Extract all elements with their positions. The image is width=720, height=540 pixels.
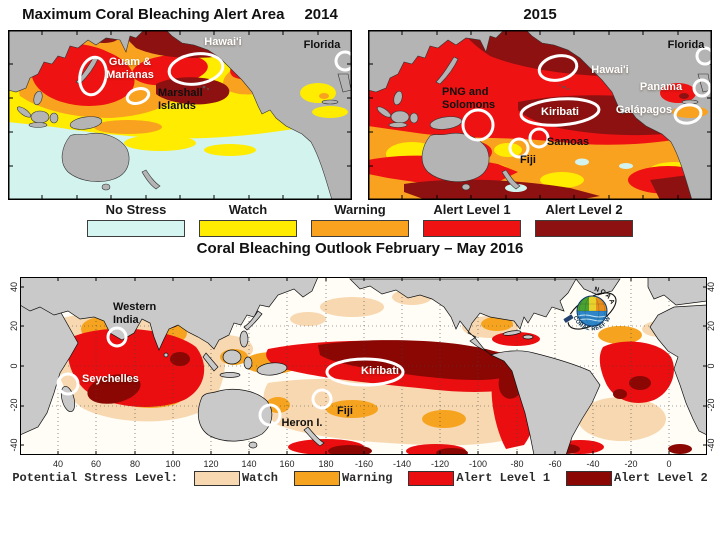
annotation-circle-panama xyxy=(692,78,712,98)
legend-label-alert2: Alert Level 2 xyxy=(545,202,623,217)
map-2015: Hawai'i Florida PNG and Solomons Kiribat… xyxy=(368,30,712,200)
annotation-ellipse-kiribati-2015 xyxy=(519,97,601,127)
outlook-legend-title: Potential Stress Level: xyxy=(12,471,178,486)
legend-item-alert2: Alert Level 2 xyxy=(535,202,633,237)
xtick-m140: -140 xyxy=(392,459,411,469)
ytick-left-20: 20 xyxy=(9,321,19,332)
ytick-right-m20: -20 xyxy=(706,398,716,412)
title-2014: Maximum Coral Bleaching Alert Area 2014 xyxy=(8,4,352,26)
xtick-m40: -40 xyxy=(586,459,600,469)
map-frame-2015 xyxy=(368,30,712,200)
outlook-label-watch: Watch xyxy=(241,471,278,486)
ytick-left-m20: -20 xyxy=(9,398,19,412)
legend-label-watch: Watch xyxy=(228,202,268,217)
outlook-label-alert1: Alert Level 1 xyxy=(456,471,551,486)
gulf-warning-spot xyxy=(319,93,329,99)
annotation-circle-florida-2014 xyxy=(334,50,352,72)
ytick-right-20: 20 xyxy=(706,321,716,332)
annotation-circle-western-india xyxy=(106,326,128,348)
alert-level-legend: No Stress Watch Warning Alert Level 1 Al… xyxy=(0,202,720,237)
xtick-80: 80 xyxy=(129,459,140,469)
title-2015: 2015 xyxy=(368,4,712,26)
globe-outline xyxy=(576,295,608,327)
xtick-140: 140 xyxy=(241,459,257,469)
legend-item-no-stress: No Stress xyxy=(87,202,185,237)
legend-swatch-alert1 xyxy=(423,219,521,237)
legend-swatch-alert2 xyxy=(535,219,633,237)
legend-label-no-stress: No Stress xyxy=(105,202,167,217)
xtick-m160: -160 xyxy=(354,459,373,469)
legend-swatch-watch xyxy=(199,219,297,237)
xtick-m120: -120 xyxy=(430,459,449,469)
ytick-right-m40: -40 xyxy=(706,438,716,452)
legend-label-warning: Warning xyxy=(334,202,386,217)
outlook-swatch-alert1 xyxy=(408,471,455,486)
xtick-m20: -20 xyxy=(624,459,638,469)
caribbean-2014 xyxy=(312,106,348,118)
satellite-icon xyxy=(562,313,574,324)
xtick-0: 0 xyxy=(666,459,672,469)
outlook-swatch-alert2 xyxy=(566,471,613,486)
outlook-title: Coral Bleaching Outlook February – May 2… xyxy=(196,240,524,257)
xtick-m60: -60 xyxy=(548,459,562,469)
ytick-right-40: 40 xyxy=(706,282,716,293)
legend-item-warning: Warning xyxy=(311,202,409,237)
legend-item-watch: Watch xyxy=(199,202,297,237)
annotation-circle-heron xyxy=(258,403,282,427)
map-2015-art xyxy=(368,30,712,200)
year-2015: 2015 xyxy=(523,6,557,23)
outlook-map-art: NOAA CORAL REEF WATCH xyxy=(20,277,707,455)
xtick-m100: -100 xyxy=(468,459,487,469)
xtick-60: 60 xyxy=(90,459,101,469)
annotation-circle-seychelles xyxy=(56,372,80,396)
xtick-180: 180 xyxy=(318,459,334,469)
map-2014: Hawai'i Guam & Marianas Marshall Islands… xyxy=(8,30,352,200)
xtick-40: 40 xyxy=(52,459,63,469)
annotation-ellipse-hawaii-2015 xyxy=(537,54,579,82)
annotation-circle-samoas xyxy=(528,127,550,149)
xtick-100: 100 xyxy=(165,459,181,469)
annotation-ellipses-2014 xyxy=(78,50,352,105)
annotation-circle-png xyxy=(461,108,495,142)
outlook-frame xyxy=(20,277,707,455)
outlook-label-warning: Warning xyxy=(341,471,393,486)
map-2014-art xyxy=(8,30,352,200)
outlook-swatch-warning xyxy=(293,471,340,486)
alert-area-title: Maximum Coral Bleaching Alert Area xyxy=(22,6,285,23)
year-2014: 2014 xyxy=(304,6,338,23)
outlook-legend: Potential Stress Level: Watch Warning Al… xyxy=(0,471,720,486)
annotation-ellipse-marshall xyxy=(125,87,151,105)
legend-label-alert1: Alert Level 1 xyxy=(433,202,511,217)
xtick-120: 120 xyxy=(203,459,219,469)
outlook-frame-ticks xyxy=(20,277,707,455)
xtick-160: 160 xyxy=(279,459,295,469)
annotation-ellipse-galapagos xyxy=(673,103,703,125)
annotation-circle-fiji-2015 xyxy=(508,137,530,159)
annotation-ellipse-guam xyxy=(78,55,108,97)
map-frame-2014 xyxy=(8,30,352,200)
outlook-map: NOAA CORAL REEF WATCH Western India Seyc… xyxy=(8,272,716,472)
outlook-annotation-shapes xyxy=(56,326,405,427)
ytick-right-0: 0 xyxy=(706,363,716,369)
annotation-circle-florida-2015 xyxy=(695,46,712,66)
ytick-left-40: 40 xyxy=(9,282,19,293)
ytick-left-m40: -40 xyxy=(9,438,19,452)
ytick-left-0: 0 xyxy=(9,363,19,369)
annotation-ellipse-kiribati-outlook xyxy=(325,357,405,387)
outlook-swatch-watch xyxy=(193,471,240,486)
legend-item-alert1: Alert Level 1 xyxy=(423,202,521,237)
annotation-ellipse-hawaii-2014 xyxy=(167,52,225,86)
annotation-ellipses-2015 xyxy=(461,46,712,159)
world-land xyxy=(20,277,707,455)
legend-swatch-warning xyxy=(311,219,409,237)
xtick-m80: -80 xyxy=(510,459,524,469)
outlook-label-alert2: Alert Level 2 xyxy=(614,471,708,486)
annotation-circle-fiji-outlook xyxy=(311,388,333,410)
legend-swatch-no-stress xyxy=(87,219,185,237)
gulf-alert-spot xyxy=(679,93,689,99)
